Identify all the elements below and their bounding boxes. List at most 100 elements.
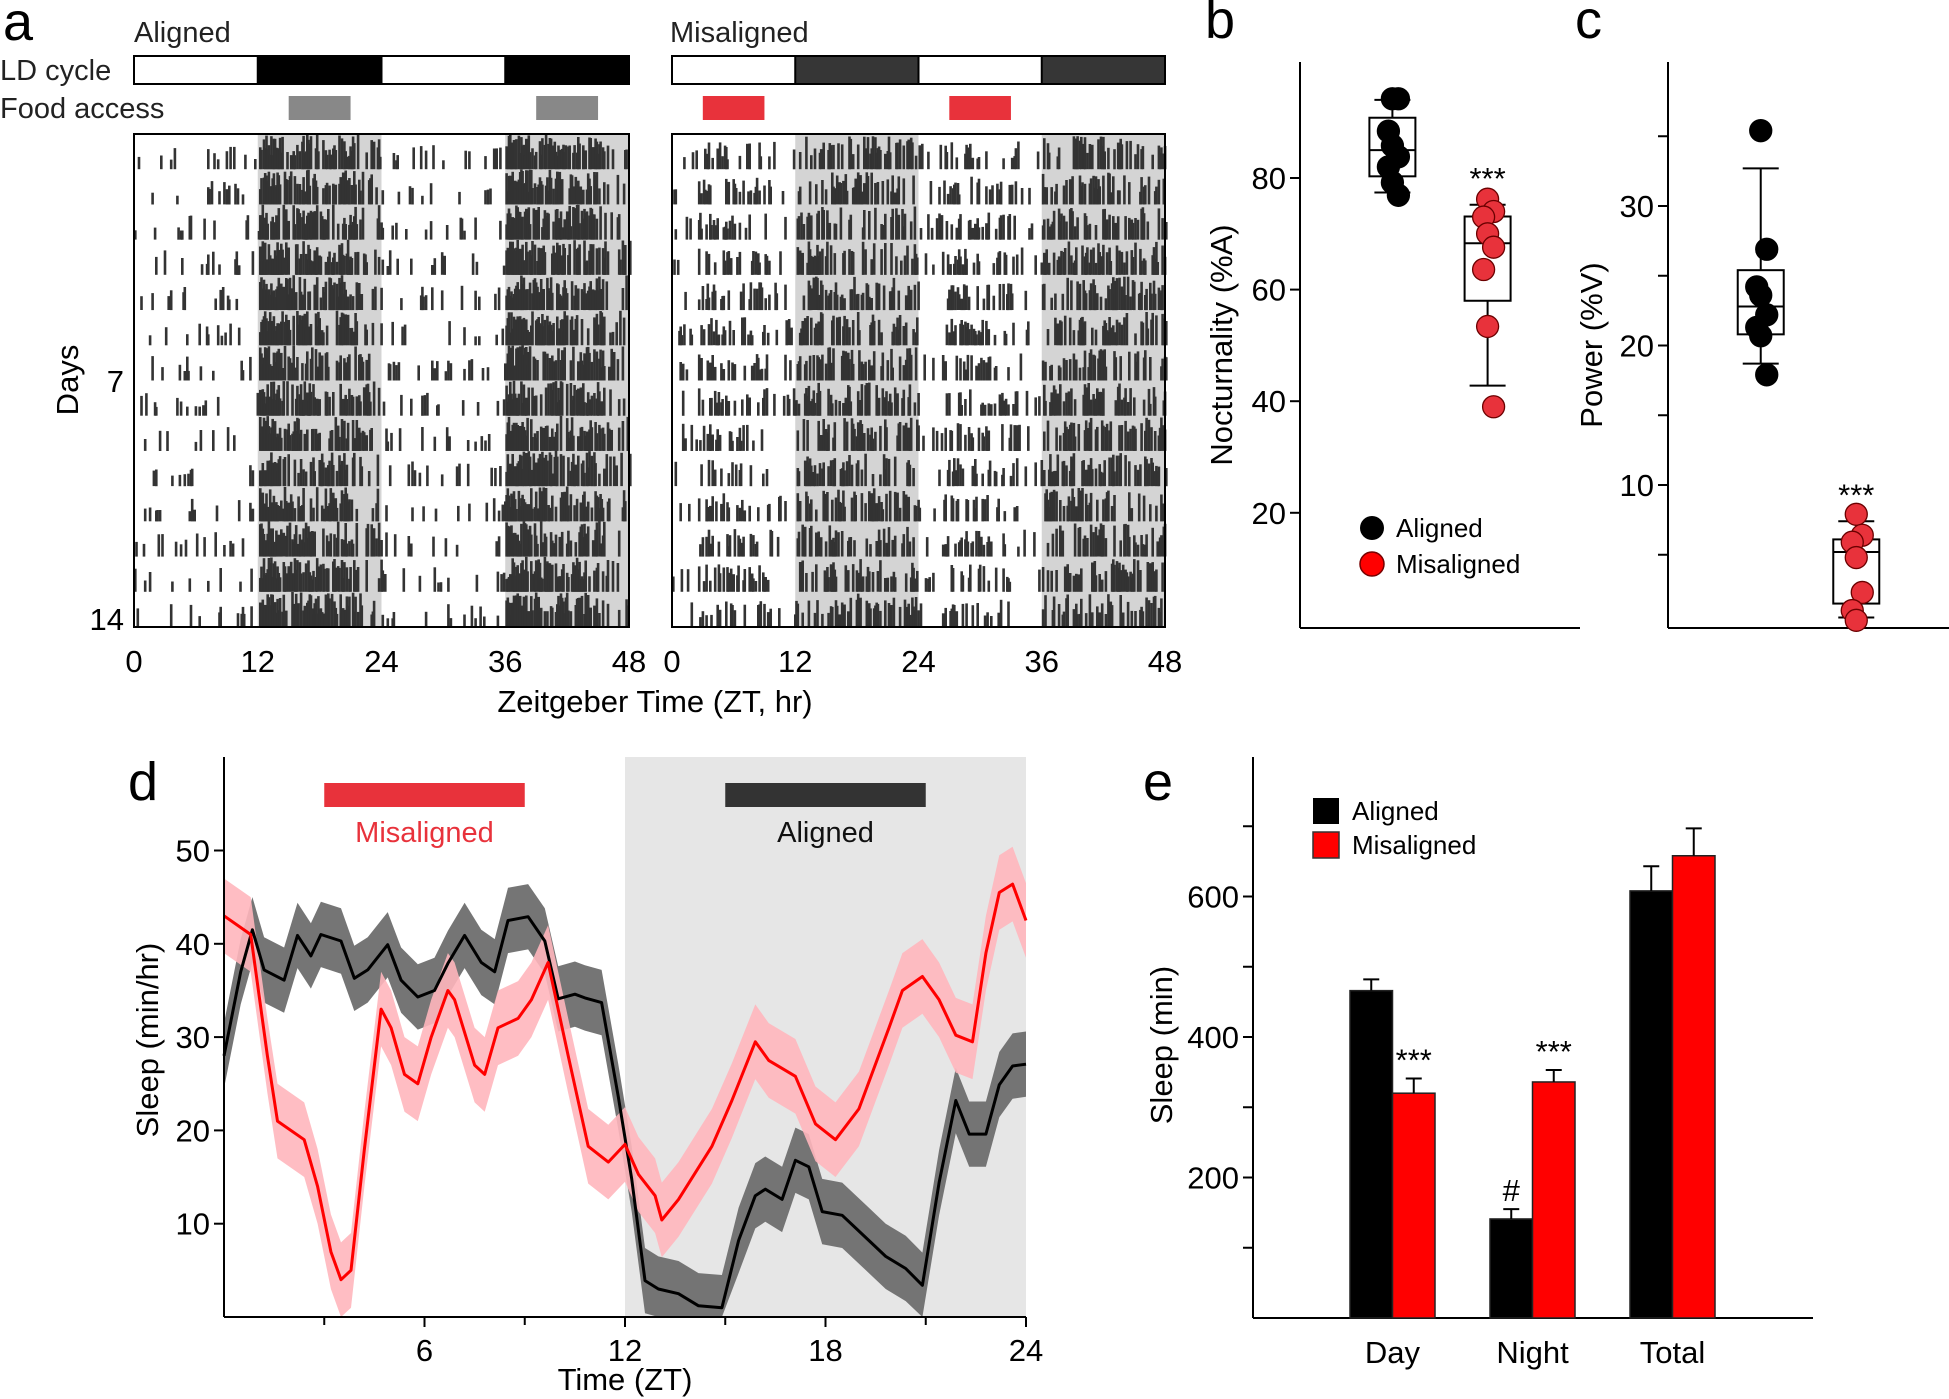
bar-night-misaligned [1531, 1081, 1576, 1319]
activity-bar [776, 536, 780, 557]
activity-bar [351, 420, 355, 451]
activity-bar [250, 568, 253, 592]
activity-bar [773, 141, 776, 170]
activity-bar [739, 291, 743, 311]
activity-bar [885, 493, 888, 522]
activity-bar [377, 578, 381, 592]
activity-bar [1123, 276, 1126, 310]
activity-bar [843, 470, 846, 487]
food-access-bar [702, 96, 765, 120]
activity-bar [674, 229, 678, 240]
activity-bar [975, 473, 978, 487]
x-tick-label: 18 [808, 1333, 842, 1368]
activity-bar [541, 498, 544, 522]
activity-bar [884, 600, 887, 627]
activity-bar [603, 468, 606, 487]
activity-bar [914, 347, 918, 381]
activity-bar [828, 222, 832, 240]
activity-bar [913, 284, 917, 311]
activity-bar [572, 329, 575, 346]
activity-bar [287, 502, 290, 522]
data-point [1481, 395, 1506, 419]
activity-bar [463, 327, 466, 346]
activity-bar [914, 506, 918, 522]
activity-bar [327, 568, 330, 592]
activity-bar [758, 565, 761, 592]
activity-bar [1144, 350, 1147, 381]
activity-bar [784, 354, 787, 381]
activity-bar [584, 150, 587, 170]
activity-bar [1045, 249, 1048, 275]
data-point [1481, 235, 1506, 259]
activity-bar [1076, 614, 1079, 627]
activity-bar [283, 428, 287, 451]
activity-bar [273, 503, 277, 522]
activity-bar [1072, 453, 1076, 487]
significance-marker: *** [1536, 1034, 1572, 1069]
activity-bar [318, 352, 321, 381]
activity-bar [335, 470, 339, 487]
activity-bar [386, 618, 390, 627]
activity-bar [969, 219, 972, 240]
activity-bar [775, 293, 779, 311]
activity-bar [433, 258, 437, 275]
activity-bar [738, 507, 742, 522]
activity-bar [798, 152, 802, 170]
activity-bar [286, 525, 289, 557]
activity-bar [1115, 278, 1119, 311]
activity-bar [464, 150, 467, 170]
activity-bar [848, 455, 851, 487]
activity-bar [866, 176, 870, 205]
activity-bar [395, 222, 398, 240]
activity-bar [329, 154, 333, 170]
activity-bar [938, 469, 941, 487]
activity-bar [891, 208, 894, 240]
activity-bar [375, 538, 378, 557]
activity-bar [967, 427, 971, 451]
actogram-x-ticks: 0 12 24 36 48 0 12 24 36 48 [125, 644, 1182, 679]
activity-bar [328, 396, 331, 416]
activity-bar [308, 291, 312, 311]
activity-bar [879, 425, 882, 451]
activity-bar [1109, 261, 1113, 275]
y-tick-label: 30 [1620, 189, 1654, 224]
activity-bar [579, 186, 583, 205]
activity-bar [861, 241, 865, 275]
activity-bar [849, 537, 853, 557]
activity-bar [525, 347, 528, 381]
activity-bar [626, 416, 630, 451]
activity-bar [431, 287, 434, 311]
activity-bar [470, 359, 474, 381]
activity-bar [411, 461, 414, 487]
activity-bar [296, 144, 299, 170]
activity-bar [970, 176, 973, 205]
activity-bar [842, 490, 845, 522]
activity-bar [1086, 505, 1089, 522]
activity-bar [325, 325, 329, 346]
activity-bar [985, 362, 988, 381]
activity-bar [381, 570, 385, 592]
activity-bar [1007, 404, 1010, 416]
activity-bar [805, 136, 808, 170]
activity-bar [961, 468, 965, 487]
activity-bar [833, 458, 837, 487]
activity-bar [818, 251, 822, 275]
activity-bar [1118, 190, 1121, 205]
activity-bar [302, 241, 305, 275]
activity-bar [834, 223, 838, 240]
activity-bar [701, 537, 705, 557]
activity-bar [212, 251, 215, 275]
activity-bar [815, 509, 818, 522]
activity-bar [143, 439, 147, 451]
activity-bar [1013, 215, 1016, 240]
activity-bar [235, 298, 239, 311]
activity-bar [195, 533, 199, 557]
activity-bar [1109, 192, 1113, 205]
activity-bar [787, 398, 791, 416]
legend-marker-misaligned [1359, 551, 1385, 577]
activity-bar [834, 497, 838, 522]
activity-bar [1165, 321, 1168, 346]
activity-bar [1043, 384, 1046, 416]
activity-bar [604, 241, 607, 275]
activity-bar [697, 388, 701, 416]
